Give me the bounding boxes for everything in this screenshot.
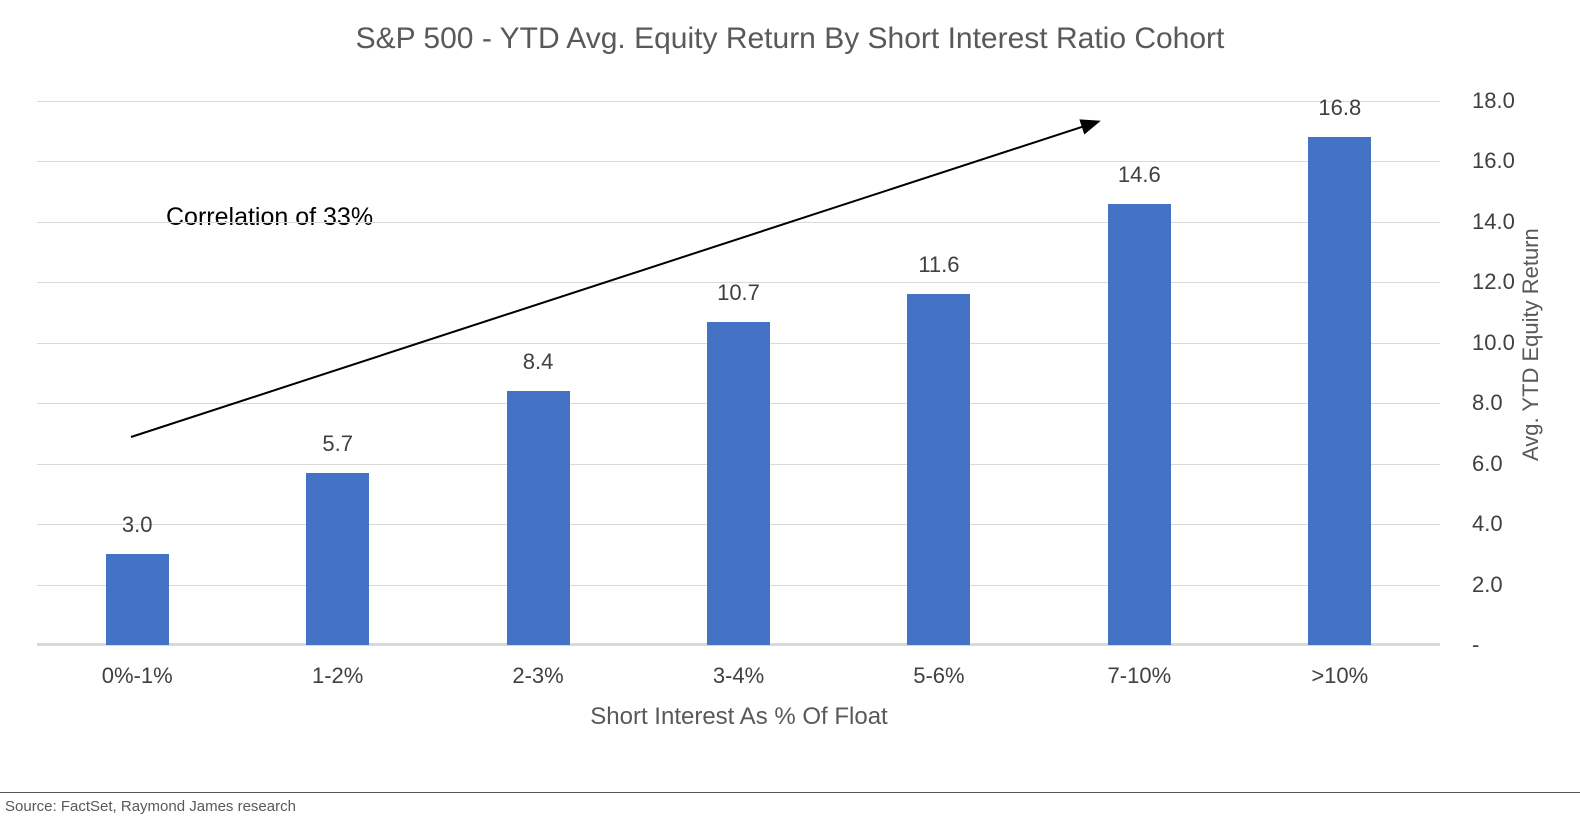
- gridline: [37, 161, 1440, 163]
- y-tick-label: 8.0: [1472, 390, 1503, 416]
- gridline: [37, 101, 1440, 102]
- x-tick-label: 1-2%: [311, 663, 364, 688]
- y-tick-label: 12.0: [1472, 269, 1515, 295]
- y-tick-label: 14.0: [1472, 208, 1515, 234]
- y-tick-label: 10.0: [1472, 329, 1515, 355]
- value-label: 16.8: [1318, 95, 1362, 121]
- bar-5-6%: [907, 294, 971, 645]
- y-tick-label: 18.0: [1472, 88, 1515, 113]
- gridline: [37, 221, 1440, 223]
- bar-2-3%: [506, 391, 570, 645]
- x-tick-label: >10%: [1311, 663, 1369, 688]
- x-tick-label: 5-6%: [913, 663, 965, 688]
- y-tick-label: 16.0: [1472, 148, 1515, 174]
- y-tick-label: 4.0: [1472, 511, 1503, 537]
- value-label: 11.6: [918, 252, 960, 278]
- y-tick-label: -: [1472, 632, 1480, 657]
- footer-divider: [0, 792, 1580, 793]
- x-axis-title: Short Interest As % Of Float: [590, 703, 888, 730]
- bar-1-2%: [306, 472, 370, 645]
- value-label: 10.7: [717, 279, 760, 305]
- value-label: 5.7: [322, 430, 353, 456]
- bar->10%: [1308, 137, 1372, 645]
- x-tick-label: 2-3%: [512, 663, 564, 688]
- y-axis-title: Avg. YTD Equity Return: [1518, 228, 1543, 462]
- y-tick-label: 2.0: [1472, 571, 1503, 597]
- value-label: 8.4: [522, 349, 554, 375]
- value-label: 3.0: [121, 512, 153, 538]
- bar-7-10%: [1107, 203, 1171, 645]
- x-tick-label: 0%-1%: [101, 663, 173, 688]
- bar-0%-1%: [105, 554, 169, 645]
- source-note: Source: FactSet, Raymond James research: [5, 798, 296, 815]
- plot-area: 3.0 0%-1% 5.7 1-2% 8.4 2-3% 10.7 3-4% 11.6 5-6% 14…: [37, 96, 1440, 688]
- chart-title: S&P 500 - YTD Avg. Equity Return By Shor…: [355, 22, 1225, 55]
- bar-3-4%: [707, 321, 770, 645]
- y-tick-label: 6.0: [1472, 450, 1503, 476]
- x-tick-label: 7-10%: [1107, 663, 1172, 688]
- x-tick-label: 3-4%: [712, 663, 765, 688]
- value-label: 14.6: [1117, 161, 1161, 187]
